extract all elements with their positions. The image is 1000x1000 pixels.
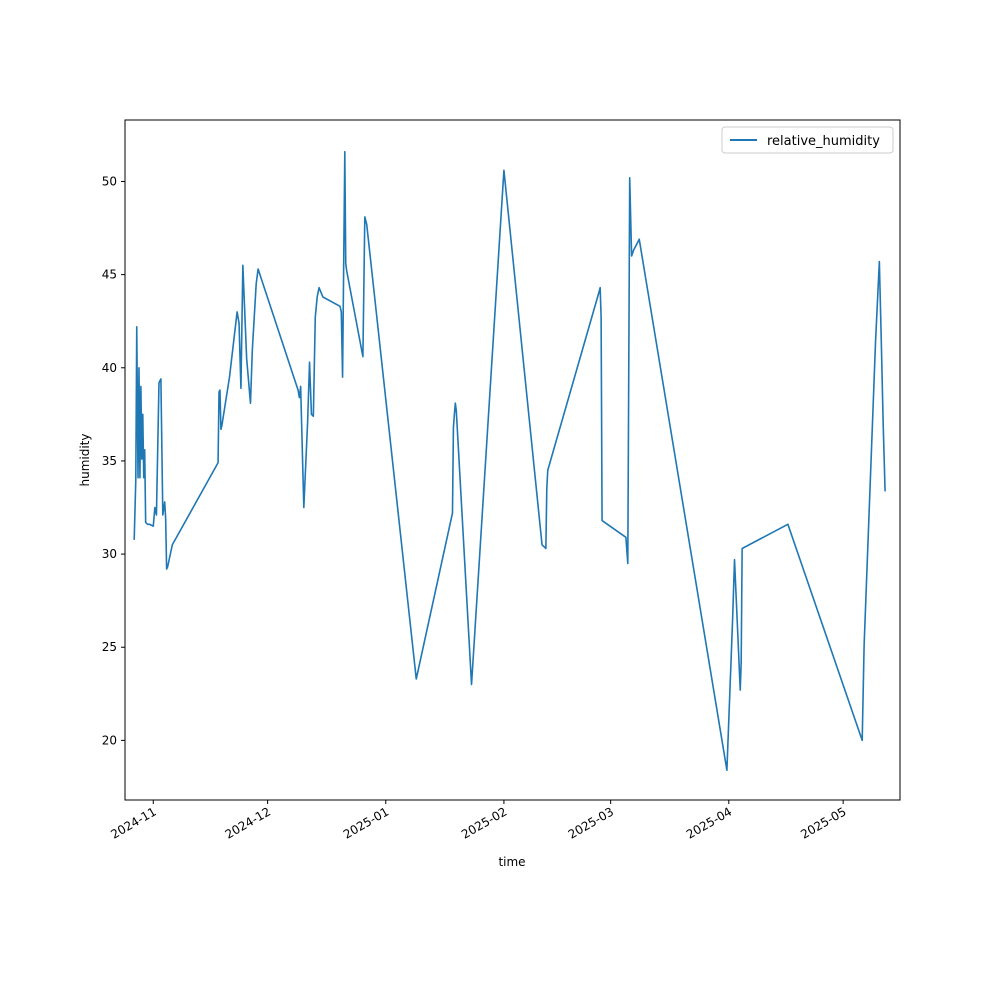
y-tick-label: 30 (102, 547, 117, 561)
y-axis-label: humidity (78, 434, 92, 487)
plot-frame (124, 119, 901, 801)
legend-label-relative-humidity: relative_humidity (767, 134, 880, 149)
series-line-relative-humidity (133, 150, 886, 771)
plot-area (125, 120, 900, 800)
y-tick-label: 20 (102, 733, 117, 747)
y-tick-label: 25 (102, 640, 117, 654)
y-tick-label: 45 (102, 268, 117, 282)
y-tick-label: 40 (102, 361, 117, 375)
legend-box (721, 126, 894, 154)
series-layer (133, 150, 886, 771)
y-axis: 20 25 30 35 40 45 50 (102, 174, 125, 747)
y-tick-label: 35 (102, 454, 117, 468)
y-tick-label: 50 (102, 174, 117, 188)
x-axis-label: time (498, 855, 525, 869)
legend: relative_humidity (721, 126, 894, 154)
